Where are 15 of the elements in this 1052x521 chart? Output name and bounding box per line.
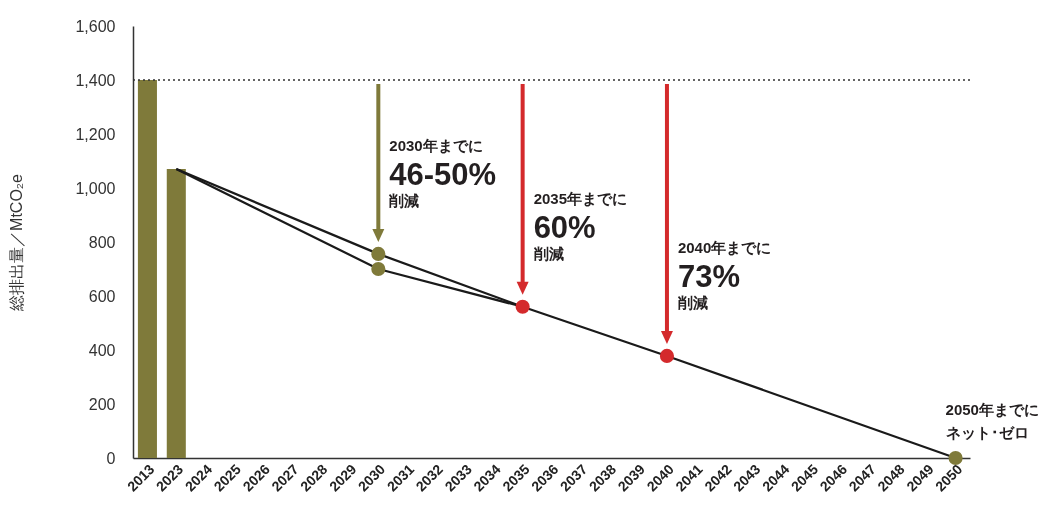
y-tick-label: 800 bbox=[88, 233, 116, 251]
y-tick-label: 1,200 bbox=[75, 125, 116, 143]
annotation: 2030年までに 46-50% 削減 bbox=[388, 136, 497, 209]
y-tick-label: 1,000 bbox=[75, 179, 116, 197]
y-tick-label: 600 bbox=[88, 287, 116, 305]
y-tick-label: 200 bbox=[88, 395, 116, 413]
y-tick-label: 1,600 bbox=[75, 17, 116, 35]
annotation: ネット･ゼロ bbox=[945, 424, 1029, 441]
annotation: 2035年までに 60% 削減 bbox=[532, 189, 628, 262]
y-tick-label: 0 bbox=[106, 449, 116, 467]
annotation: 2040年までに 73% 削減 bbox=[676, 238, 772, 311]
y-axis-title: 総排出量／MtCO₂e bbox=[8, 173, 26, 312]
annotation: 2050年までに bbox=[945, 401, 1039, 418]
y-tick-label: 400 bbox=[88, 341, 116, 359]
y-tick-label: 1,400 bbox=[75, 71, 116, 89]
